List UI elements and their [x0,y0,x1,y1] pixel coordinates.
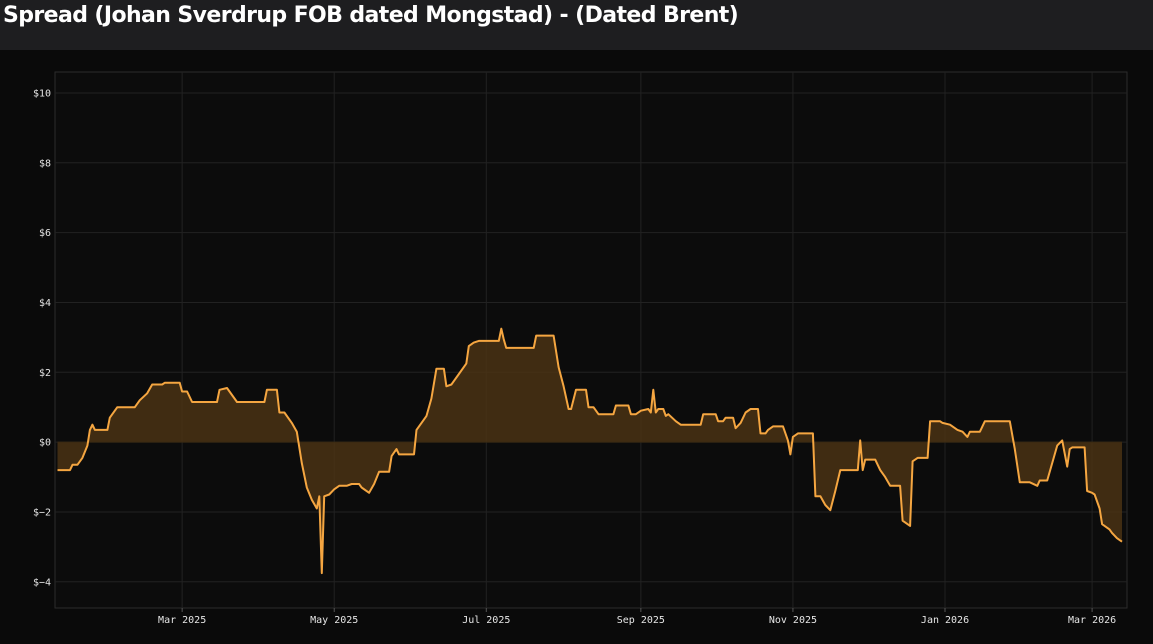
y-tick-label: $10 [33,88,51,99]
spread-line [57,327,1123,575]
x-tick-label: Sep 2025 [617,615,665,626]
x-tick-label: Jan 2026 [921,615,969,626]
y-tick-label: $0 [39,438,51,449]
chart-panel: $10 $8 $6 $4 $2 $0 $−2 $−4 Mar 2025 May 2025 Jul 2… [0,50,1153,644]
y-tick-label: $−4 [33,577,51,588]
plot-area [54,71,1128,609]
y-tick-label: $2 [39,368,51,379]
y-tick-label: $−2 [33,507,51,518]
y-tick-label: $8 [39,158,51,169]
page-title: Spread (Johan Sverdrup FOB dated Mongsta… [3,3,739,28]
title-bar: Spread (Johan Sverdrup FOB dated Mongsta… [0,0,1153,50]
x-tick-label: Mar 2026 [1068,615,1116,626]
x-tick-label: Mar 2025 [158,615,206,626]
x-tick-label: Jul 2025 [462,615,510,626]
x-tick-label: May 2025 [310,615,358,626]
y-tick-label: $6 [39,228,51,239]
x-tick-label: Nov 2025 [769,615,817,626]
spread-chart: $10 $8 $6 $4 $2 $0 $−2 $−4 Mar 2025 May 2025 Jul 2… [33,71,1128,626]
y-tick-label: $4 [39,298,51,309]
